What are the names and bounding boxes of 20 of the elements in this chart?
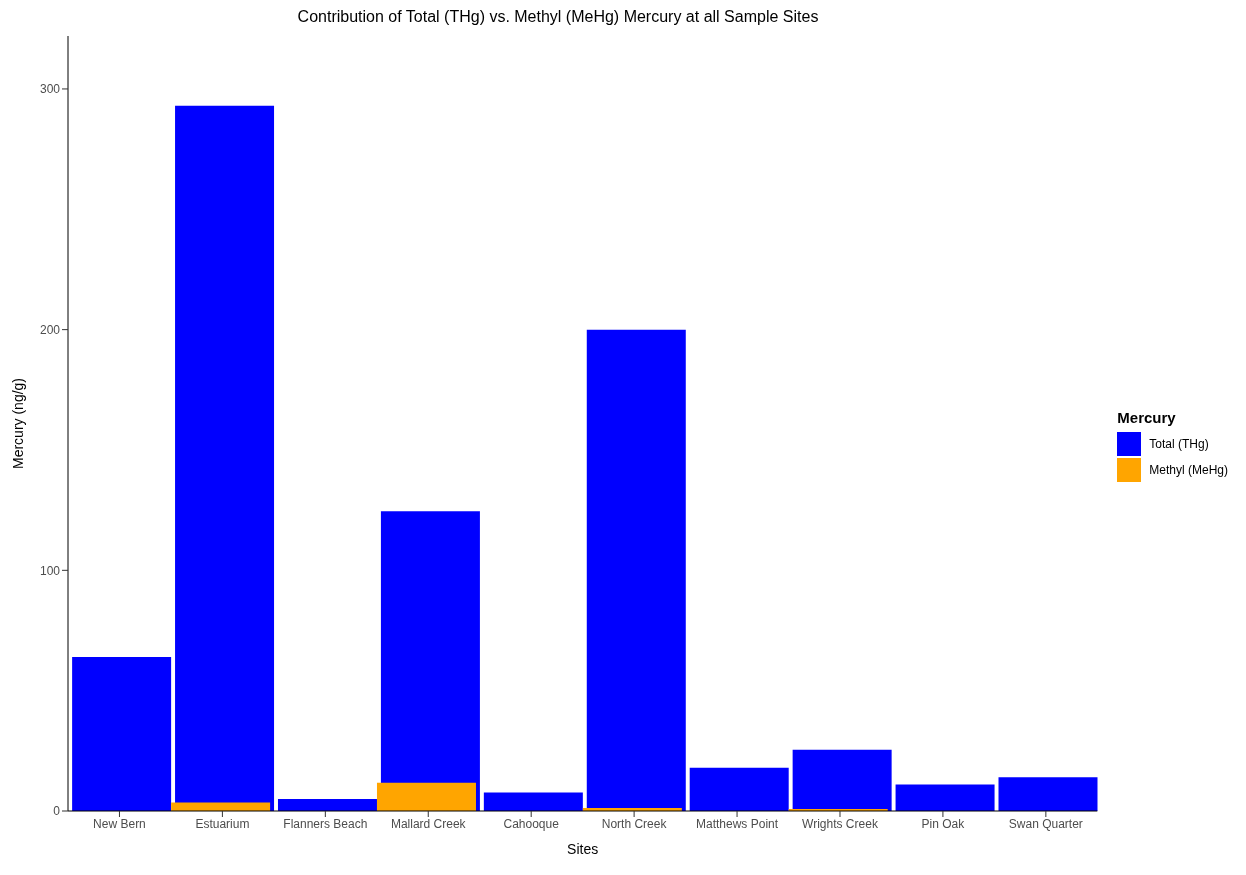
x-tick-label: North Creek [601,816,668,831]
x-tick-label: Swan Quarter [1008,816,1083,831]
legend-label: Total (THg) [1149,436,1209,451]
x-tick-label: Flanners Beach [283,816,368,831]
y-tick-label: 300 [39,82,61,97]
x-tick-label: Cahooque [503,816,560,831]
x-tick-label: Estuarium [195,816,250,831]
y-tick-label: 0 [53,804,61,819]
x-tick-label: Pin Oak [921,816,966,831]
chart-title: Contribution of Total (THg) vs. Methyl (MeHg) Mercury at all Sample Sites [296,8,820,26]
y-axis-title: Mercury (ng/g) [9,377,26,470]
y-tick-label: 100 [39,563,61,578]
x-tick-label: New Bern [93,816,146,831]
x-tick-label: Matthews Point [696,816,779,831]
y-tick-label: 200 [39,322,61,337]
x-axis-title: Sites [567,841,599,857]
x-tick-label: Mallard Creek [390,816,467,831]
legend-label: Methyl (MeHg) [1149,462,1228,477]
legend-title: Mercury [1117,408,1177,426]
x-tick-label: Wrights Creek [802,816,879,831]
